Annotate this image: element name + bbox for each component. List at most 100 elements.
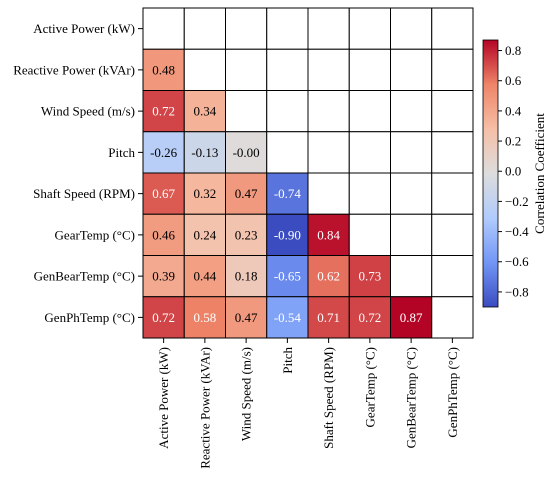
- x-tick-label: GearTemp (°C): [362, 347, 377, 427]
- heatmap-cell: [348, 296, 391, 339]
- heatmap-cell: [183, 172, 226, 215]
- y-tick-label: GenPhTemp (°C): [44, 310, 135, 325]
- heatmap-cell-empty: [348, 48, 391, 91]
- heatmap-cell-empty: [431, 213, 474, 256]
- heatmap-cell-empty: [183, 48, 226, 91]
- x-tick-label: GenBearTemp (°C): [404, 347, 419, 448]
- heatmap-cell-empty: [431, 48, 474, 91]
- heatmap-cell-empty: [307, 90, 350, 133]
- heatmap-cell-label: -0.26: [150, 145, 178, 160]
- heatmap-cell-label: 0.72: [152, 310, 175, 325]
- colorbar-tick-label: 0.0: [505, 164, 521, 179]
- heatmap-cell-empty: [431, 172, 474, 215]
- heatmap-cell-label: 0.32: [194, 186, 217, 201]
- heatmap-cell-empty: [431, 296, 474, 339]
- heatmap-cell-label: -0.90: [274, 227, 301, 242]
- heatmap-cell: [266, 255, 309, 298]
- heatmap-cell-label: 0.58: [194, 310, 217, 325]
- colorbar-tick-label: 0.8: [505, 43, 521, 58]
- heatmap-cell-label: 0.71: [317, 310, 340, 325]
- heatmap-cell-label: 0.87: [400, 310, 423, 325]
- heatmap-cell-empty: [390, 131, 433, 174]
- heatmap-cell-empty: [225, 48, 268, 91]
- heatmap-cell: [225, 131, 268, 174]
- heatmap-cell-label: -0.74: [274, 186, 302, 201]
- colorbar-tick-label: −0.6: [505, 254, 529, 269]
- heatmap-cell-empty: [183, 7, 226, 50]
- heatmap-cell: [348, 255, 391, 298]
- heatmap-cell-label: 0.39: [152, 269, 175, 284]
- y-axis-tick-labels: Active Power (kW) Reactive Power (kVAr) Wi…: [13, 21, 143, 325]
- heatmap-cell-empty: [390, 255, 433, 298]
- heatmap-cell-empty: [390, 90, 433, 133]
- colorbar: −0.8 −0.6 −0.4 −0.2 0.0 0.2 0.4 0.6 0.8 Correlati…: [482, 39, 547, 308]
- heatmap-cell-empty: [307, 7, 350, 50]
- heatmap-cell-label: 0.72: [359, 310, 382, 325]
- heatmap-cell-empty: [431, 255, 474, 298]
- heatmap-cells: [142, 7, 474, 339]
- heatmap-cell: [142, 296, 185, 339]
- heatmap-cell-label: -0.13: [191, 145, 218, 160]
- x-tick-label: Shaft Speed (RPM): [321, 347, 336, 449]
- heatmap-cell-empty: [307, 172, 350, 215]
- heatmap-cell-label: 0.73: [359, 269, 382, 284]
- heatmap-cell-label: 0.67: [152, 186, 175, 201]
- heatmap-cell-empty: [142, 7, 185, 50]
- y-tick-label: Wind Speed (m/s): [41, 104, 135, 119]
- heatmap-cell-empty: [390, 213, 433, 256]
- heatmap-cell-labels: 0.48 0.72 0.34 -0.26 -0.13 -0.00 0.67 0.32 0.47 -…: [150, 62, 423, 325]
- heatmap-cell: [142, 90, 185, 133]
- heatmap-cell: [225, 255, 268, 298]
- heatmap-cell-empty: [225, 7, 268, 50]
- heatmap-cell-label: -0.54: [274, 310, 302, 325]
- heatmap-cell-empty: [348, 213, 391, 256]
- heatmap-cell-label: 0.47: [235, 310, 258, 325]
- heatmap-cell-label: 0.44: [194, 269, 217, 284]
- heatmap-cell: [307, 255, 350, 298]
- heatmap-cell-label: 0.24: [194, 227, 217, 242]
- y-tick-label: Reactive Power (kVAr): [13, 62, 135, 77]
- heatmap-cell: [183, 296, 226, 339]
- colorbar-tick-label: −0.2: [505, 194, 529, 209]
- x-tick-label: Active Power (kW): [156, 347, 171, 449]
- heatmap-cell-label: 0.47: [235, 186, 258, 201]
- heatmap-cell: [183, 213, 226, 256]
- heatmap-cell-empty: [225, 90, 268, 133]
- colorbar-label: Correlation Coefficient: [532, 113, 547, 234]
- heatmap-cell-empty: [307, 48, 350, 91]
- heatmap-cell-empty: [266, 90, 309, 133]
- x-tick-label: Pitch: [280, 347, 295, 374]
- heatmap-cell-label: 0.48: [152, 62, 175, 77]
- x-tick-label: Reactive Power (kVAr): [197, 347, 212, 469]
- heatmap-cell-empty: [348, 90, 391, 133]
- heatmap-cell-empty: [348, 172, 391, 215]
- heatmap-cell-empty: [348, 7, 391, 50]
- heatmap-cell-label: 0.34: [194, 104, 217, 119]
- heatmap-cell-empty: [390, 7, 433, 50]
- x-tick-label: GenPhTemp (°C): [445, 347, 460, 438]
- heatmap-cell: [266, 213, 309, 256]
- heatmap-cell-empty: [307, 131, 350, 174]
- heatmap-cell-label: 0.46: [152, 227, 175, 242]
- colorbar-tick-label: 0.6: [505, 73, 522, 88]
- heatmap-cell-empty: [390, 172, 433, 215]
- heatmap-cell-empty: [266, 7, 309, 50]
- colorbar-tick-label: −0.4: [505, 224, 529, 239]
- heatmap-cell-empty: [431, 7, 474, 50]
- heatmap-cell-empty: [390, 48, 433, 91]
- heatmap-cell-label: 0.62: [317, 269, 340, 284]
- colorbar-tick-label: −0.8: [505, 284, 529, 299]
- colorbar-gradient: [482, 39, 499, 308]
- heatmap-cell-label: 0.23: [235, 227, 258, 242]
- heatmap-cell: [390, 296, 433, 339]
- y-tick-label: Shaft Speed (RPM): [33, 186, 135, 201]
- heatmap-cell: [266, 172, 309, 215]
- x-tick-label: Wind Speed (m/s): [239, 347, 254, 441]
- heatmap-cell-label: -0.65: [274, 269, 301, 284]
- colorbar-tick-label: 0.2: [505, 134, 521, 149]
- heatmap-cell: [183, 255, 226, 298]
- heatmap-cell-label: 0.18: [235, 269, 258, 284]
- heatmap-cell-empty: [348, 131, 391, 174]
- colorbar-tick-label: 0.4: [505, 103, 522, 118]
